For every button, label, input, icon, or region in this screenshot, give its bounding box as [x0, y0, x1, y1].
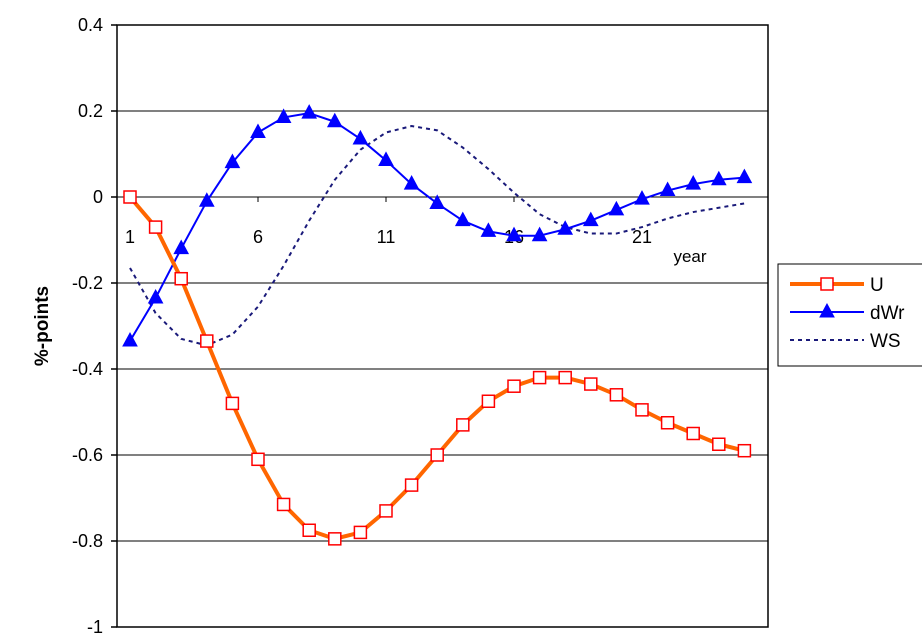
data-point-u: [737, 443, 752, 458]
legend-item-dwr: dWr: [790, 302, 905, 324]
data-point-dwr: [710, 170, 727, 186]
y-tick-label: -0.8: [72, 531, 103, 551]
data-point-u: [686, 426, 700, 441]
series-ws: [129, 125, 745, 347]
data-point-u: [379, 504, 393, 518]
data-point-u: [558, 370, 572, 385]
x-tick-label: 6: [253, 227, 263, 247]
legend-item-u: U: [790, 275, 884, 296]
legend-label: dWr: [870, 303, 905, 324]
data-point-dwr: [454, 211, 471, 227]
data-point-dwr: [301, 104, 318, 119]
data-point-u: [225, 396, 240, 411]
data-point-dwr: [429, 194, 446, 209]
series-u: [123, 190, 752, 546]
data-point-u: [251, 452, 265, 467]
legend-marker: [819, 302, 835, 318]
data-point-u: [481, 394, 496, 408]
data-point-dwr: [608, 200, 625, 216]
legend-label: WS: [870, 331, 901, 352]
gridlines: [117, 110, 768, 542]
data-point-u: [353, 525, 368, 540]
data-point-u: [456, 418, 470, 432]
data-point-dwr: [250, 123, 266, 138]
data-point-u: [200, 334, 214, 348]
data-point-dwr: [275, 108, 292, 123]
series-line-dwr: [129, 112, 745, 342]
series-line-ws: [129, 125, 745, 347]
data-point-dwr: [173, 239, 190, 255]
y-axis-label: %-points: [32, 286, 53, 366]
data-point-dwr: [122, 331, 138, 347]
data-point-u: [584, 377, 598, 391]
y-tick-label: -0.2: [72, 273, 103, 293]
data-point-u: [174, 271, 188, 286]
series-layer: [122, 104, 753, 546]
data-point-dwr: [198, 192, 215, 207]
legend-marker: [820, 277, 834, 291]
data-point-dwr: [557, 220, 574, 235]
data-point-u: [404, 478, 419, 492]
data-point-dwr: [378, 151, 394, 166]
y-tick-label: 0: [93, 187, 103, 207]
data-point-u: [635, 403, 649, 417]
data-point-dwr: [685, 175, 702, 190]
data-point-dwr: [480, 222, 497, 237]
series-dwr: [122, 104, 753, 347]
data-point-dwr: [352, 129, 369, 145]
data-point-u: [328, 532, 342, 546]
series-line-u: [128, 195, 745, 541]
y-tick-label: -0.6: [72, 445, 103, 465]
data-point-u: [712, 437, 726, 451]
y-tick-label: -1: [87, 617, 103, 634]
y-tick-label: 0.2: [78, 101, 103, 121]
data-point-dwr: [531, 226, 548, 242]
legend-item-ws: WS: [790, 331, 901, 352]
data-point-dwr: [403, 175, 420, 190]
data-point-dwr: [659, 181, 676, 197]
data-point-dwr: [224, 153, 241, 169]
y-tick-label: -0.4: [72, 359, 103, 379]
data-point-u: [609, 388, 624, 402]
data-point-dwr: [736, 168, 753, 184]
x-tick-label: 21: [632, 227, 652, 247]
legend-box: [777, 263, 922, 367]
data-point-u: [532, 370, 547, 385]
data-point-u: [123, 190, 137, 204]
y-tick-label: 0.4: [78, 15, 103, 35]
legend-label: U: [870, 275, 884, 296]
data-point-u: [302, 523, 316, 537]
data-point-dwr: [147, 288, 164, 304]
x-tick-label: 11: [377, 227, 396, 247]
x-axis-label: year: [673, 247, 706, 266]
data-point-u: [276, 497, 291, 512]
data-point-dwr: [506, 226, 522, 242]
y-axis-ticks: 0.4 0.2 0 -0.2 -0.4 -0.6 -0.8 -1: [72, 15, 117, 634]
plot-frame: [116, 24, 769, 628]
x-tick-label: 1: [125, 227, 135, 247]
data-point-dwr: [582, 211, 599, 227]
data-point-u: [148, 220, 163, 234]
data-point-u: [660, 416, 675, 430]
data-point-dwr: [634, 190, 650, 205]
data-point-u: [507, 379, 521, 393]
data-point-dwr: [326, 112, 343, 128]
data-point-u: [430, 448, 444, 462]
